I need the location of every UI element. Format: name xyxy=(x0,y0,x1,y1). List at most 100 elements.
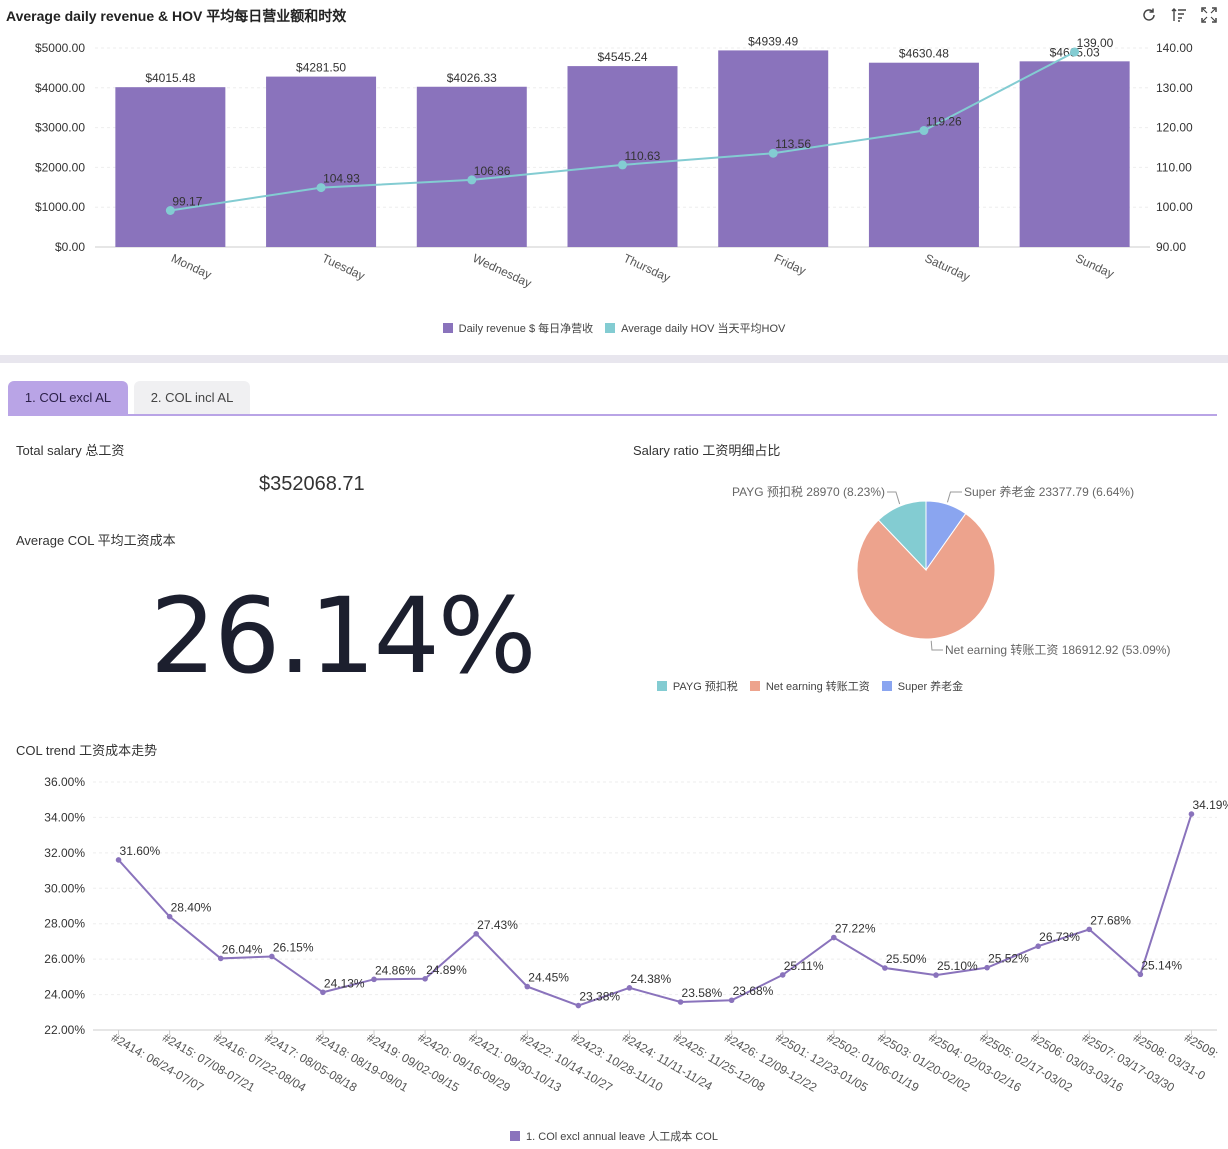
y-tick: 24.00% xyxy=(44,988,85,1002)
col-point xyxy=(728,997,735,1004)
x-tick: #2507: 03/17-03/30 xyxy=(1080,1030,1177,1094)
fullscreen-icon[interactable] xyxy=(1200,6,1218,24)
pie-leader-line xyxy=(946,491,962,503)
legend-swatch xyxy=(442,323,453,333)
legend-swatch xyxy=(881,681,892,691)
x-tick: Saturday xyxy=(923,251,972,284)
col-label: 27.43% xyxy=(477,918,518,932)
y-tick-left: $0.00 xyxy=(55,240,85,254)
legend-item[interactable]: Super 养老金 xyxy=(881,678,963,694)
hov-label: 110.63 xyxy=(625,149,661,163)
pie-slice xyxy=(856,512,996,640)
hov-label: 99.17 xyxy=(172,195,202,209)
x-tick: #2509: xyxy=(1182,1030,1221,1060)
y-tick: 36.00% xyxy=(44,775,85,789)
x-tick: #2502: 01/06-01/19 xyxy=(824,1030,921,1094)
col-label: 24.89% xyxy=(426,963,467,977)
refresh-icon[interactable] xyxy=(1140,6,1158,24)
bar xyxy=(718,50,829,248)
col-label: 24.38% xyxy=(630,972,671,986)
x-tick: Monday xyxy=(169,251,214,282)
y-tick-left: $3000.00 xyxy=(35,121,85,135)
col-point xyxy=(984,964,990,971)
legend-item[interactable]: Daily revenue $ 每日净营收 xyxy=(442,320,594,336)
legend-item[interactable]: Average daily HOV 当天平均HOV xyxy=(605,320,785,336)
col-label: 25.10% xyxy=(937,959,978,973)
x-tick: #2425: 11/25-12/08 xyxy=(671,1030,768,1094)
col-label: 23.68% xyxy=(733,984,774,998)
pie-slice xyxy=(877,500,927,572)
col-point xyxy=(524,983,531,990)
col-label: 28.40% xyxy=(171,901,212,915)
legend-label: Average daily HOV 当天平均HOV xyxy=(621,323,786,335)
col-point xyxy=(473,931,479,937)
bar xyxy=(115,87,226,247)
col-point xyxy=(1086,926,1093,933)
col-point xyxy=(677,999,684,1005)
average-col-value: 26.14% xyxy=(150,575,537,697)
hov-point xyxy=(919,126,929,136)
col-point xyxy=(1035,943,1041,950)
bar-label: $4015.48 xyxy=(145,71,195,85)
tab-col-excl-al[interactable]: 1. COL excl AL xyxy=(8,381,128,415)
x-tick: #2503: 01/20-02/02 xyxy=(875,1030,972,1094)
col-label: 34.19% xyxy=(1192,798,1228,812)
bar xyxy=(1019,61,1130,248)
legend-swatch xyxy=(656,681,667,691)
hov-point xyxy=(165,206,175,216)
col-label: 25.50% xyxy=(886,952,927,966)
bar-label: $4939.49 xyxy=(748,34,798,48)
tab-col-incl-al[interactable]: 2. COL incl AL xyxy=(134,381,250,415)
hov-label: 104.93 xyxy=(323,172,360,186)
col-point xyxy=(320,989,326,996)
legend-swatch xyxy=(749,681,760,691)
salary-ratio-legend: PAYG 预扣税 Net earning 转账工资 Super 养老金 xyxy=(600,678,1020,694)
y-tick-right: 130.00 xyxy=(1156,81,1193,95)
bar xyxy=(266,76,377,247)
hov-point xyxy=(316,183,326,193)
chart-title: Average daily revenue & HOV 平均每日营业额和时效 xyxy=(6,8,347,24)
x-tick: #2419: 09/02-09/15 xyxy=(365,1030,462,1094)
x-tick: #2418: 08/19-09/01 xyxy=(313,1030,410,1094)
x-tick: #2416: 07/22-08/04 xyxy=(211,1030,308,1094)
pie-leader-line xyxy=(930,640,943,651)
col-point xyxy=(166,913,173,920)
pie-leader-line xyxy=(887,491,901,505)
x-tick: #2424: 11/11-11/24 xyxy=(620,1030,715,1093)
y-tick-right: 100.00 xyxy=(1156,200,1193,214)
y-tick-right: 120.00 xyxy=(1156,121,1193,135)
col-label: 25.14% xyxy=(1141,958,1182,972)
col-point xyxy=(933,972,939,978)
col-point xyxy=(575,1002,582,1009)
bar-label: $4026.33 xyxy=(447,71,497,85)
legend-item[interactable]: 1. COl excl annual leave 人工成本 COL xyxy=(510,1128,718,1144)
col-label: 26.04% xyxy=(222,942,263,956)
legend-item[interactable]: Net earning 转账工资 xyxy=(749,678,870,694)
bar-label: $4545.24 xyxy=(597,50,647,64)
x-tick: #2414: 06/24-07/07 xyxy=(109,1030,206,1094)
x-tick: #2422: 10/14-10/27 xyxy=(518,1030,615,1094)
col-trend-chart: 22.00% 24.00% 26.00% 28.00% 30.00% 32.00% 34.0… xyxy=(44,775,1228,1095)
col-point xyxy=(779,972,786,978)
x-tick: #2420: 09/16-09/29 xyxy=(416,1030,513,1094)
pie-label: PAYG 预扣税 28970 (8.23%) xyxy=(732,485,885,499)
y-tick-right: 140.00 xyxy=(1156,41,1193,55)
x-tick: #2506: 03/03-03/16 xyxy=(1029,1030,1126,1094)
x-tick: #2417: 08/05-08/18 xyxy=(262,1030,359,1094)
hov-point xyxy=(618,160,627,170)
col-trend-label: COL trend 工资成本走势 xyxy=(16,743,158,758)
col-label: 27.22% xyxy=(835,922,876,936)
col-point xyxy=(882,965,888,971)
col-point xyxy=(269,953,275,960)
sort-icon[interactable] xyxy=(1170,6,1188,24)
average-col-label: Average COL 平均工资成本 xyxy=(16,533,176,548)
legend-label: Daily revenue $ 每日净营收 xyxy=(458,323,594,335)
y-tick-right: 90.00 xyxy=(1156,240,1186,254)
col-point xyxy=(1137,971,1144,978)
legend-item[interactable]: PAYG 预扣税 xyxy=(656,678,738,694)
col-label: 26.73% xyxy=(1039,930,1080,944)
col-label: 23.58% xyxy=(682,986,723,1000)
col-label: 24.86% xyxy=(375,963,416,977)
pie-label: Net earning 转账工资 186912.92 (53.09%) xyxy=(945,642,1170,657)
col-label: 27.68% xyxy=(1090,913,1131,927)
